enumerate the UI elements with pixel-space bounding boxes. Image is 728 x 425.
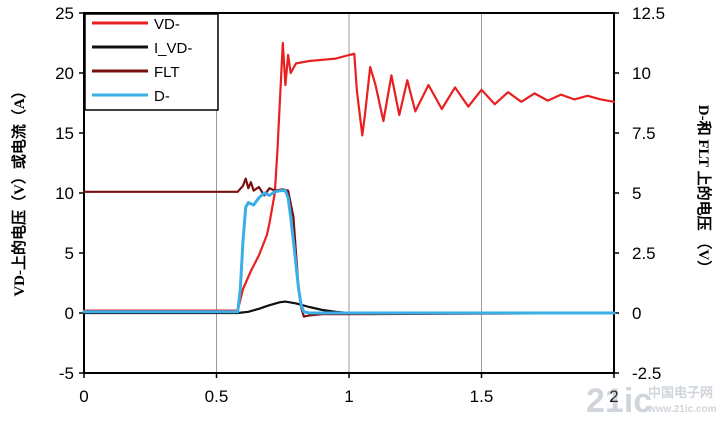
y-right-tick-label: 10 (632, 64, 651, 83)
x-tick-label: 0.5 (205, 387, 229, 406)
y-right-tick-label: -2.5 (632, 364, 661, 383)
series-line-vd (82, 41, 616, 312)
series-line-d (82, 189, 616, 315)
y-left-tick-label: 5 (65, 244, 74, 263)
legend: VD- I_VD- FLT D- (84, 13, 219, 111)
x-tick-label: 1 (344, 387, 353, 406)
x-tick-label: 2 (609, 387, 618, 406)
x-tick-label: 1.5 (470, 387, 494, 406)
y-left-tick-label: 10 (55, 184, 74, 203)
legend-label-flt: FLT (154, 64, 180, 81)
legend-label-vd: VD- (154, 16, 180, 33)
legend-label-d: D- (154, 88, 170, 105)
svg-text:21ic: 21ic (586, 382, 652, 420)
y-right-tick-label: 2.5 (632, 244, 656, 263)
y-axis-right-title: D-和 FLT 上的电压 （V） (695, 105, 713, 275)
y-left-tick-label: 25 (55, 4, 74, 23)
y-left-tick-label: -5 (59, 364, 74, 383)
y-right-tick-label: 5 (632, 184, 641, 203)
y-left-tick-label: 15 (55, 124, 74, 143)
legend-label-ivd: I_VD- (154, 40, 192, 57)
y-left-tick-label: 20 (55, 64, 74, 83)
y-left-tick-label: 0 (65, 304, 74, 323)
series-layer (82, 41, 616, 318)
tick-layer: 0 0.5 1 1.5 2 -5 0 5 10 15 20 25 -2.5 0 2.5 5 7.5 10 12.5 (55, 4, 665, 406)
watermark-logo: 21ic 中国电子网 www.21ic.com (586, 382, 717, 420)
y-right-tick-label: 0 (632, 304, 641, 323)
svg-text:中国电子网: 中国电子网 (648, 385, 713, 400)
y-axis-left-title: VD-上的电压（V）或电流（A） (10, 83, 28, 296)
svg-text:www.21ic.com: www.21ic.com (647, 404, 717, 415)
y-right-tick-label: 7.5 (632, 124, 656, 143)
y-right-tick-label: 12.5 (632, 4, 665, 23)
x-tick-label: 0 (79, 387, 88, 406)
